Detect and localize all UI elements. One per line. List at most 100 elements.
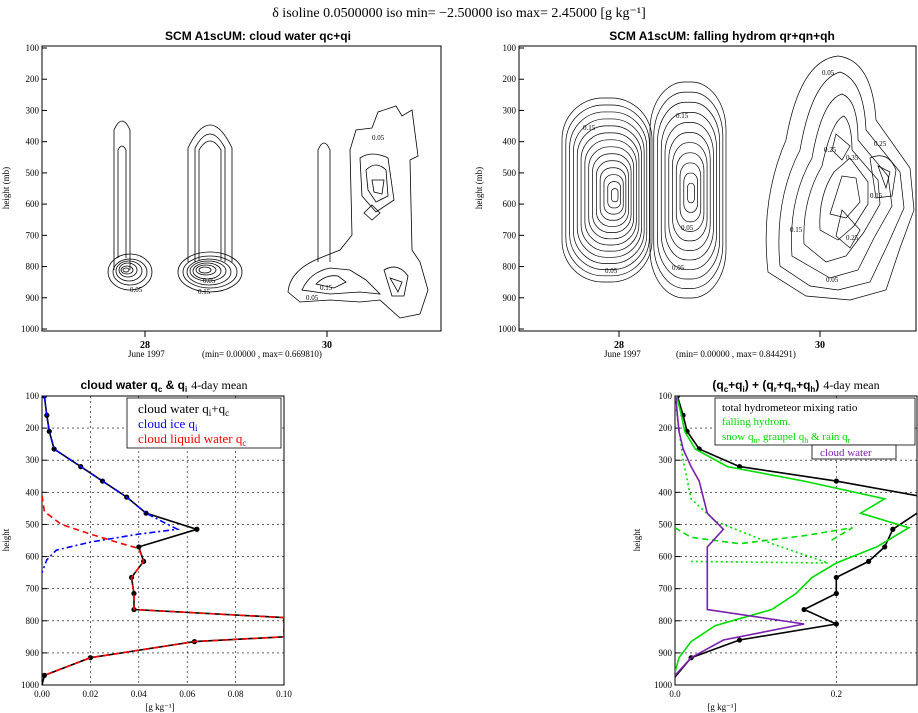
- ytick-label: 700: [503, 230, 517, 240]
- ytick-label: 100: [503, 43, 517, 53]
- data-point: [46, 428, 52, 434]
- panel2-xticks: 28 30 June 1997 (min= 0.00000 , max= 0.8…: [604, 331, 825, 359]
- panel2-xtick-28: 28: [614, 340, 624, 351]
- panel3-title: cloud water qc & qi 4-day mean: [80, 378, 247, 394]
- contour-label: 0.05: [203, 277, 216, 285]
- contour-line: [580, 132, 640, 252]
- series-line: [675, 396, 805, 676]
- ytick-label: 100: [26, 391, 40, 401]
- contour-label: 0.25: [846, 234, 859, 242]
- ytick-label: 400: [503, 137, 517, 147]
- xtick-label: 0.2: [831, 689, 842, 699]
- ytick-label: 500: [659, 519, 673, 529]
- contour-line: [603, 174, 624, 215]
- ytick-label: 700: [659, 584, 673, 594]
- ytick-label: 700: [26, 584, 40, 594]
- ytick-label: 600: [26, 552, 40, 562]
- panel2-frame: [518, 45, 917, 332]
- legend-falling: falling hydrom.: [722, 416, 791, 428]
- contour-line: [561, 97, 653, 283]
- contour-line: [657, 101, 721, 280]
- contour-line: [791, 93, 893, 279]
- contour-line: [668, 132, 711, 251]
- legend-snow: snow qn, graupel qh & rain qr: [722, 431, 851, 445]
- panel3-xlabel: [g kg⁻¹]: [145, 702, 174, 712]
- contour-line: [664, 122, 714, 261]
- data-point: [833, 590, 839, 597]
- contour-line: [672, 142, 708, 242]
- ytick-label: 300: [26, 105, 40, 115]
- panel2-xtick-30: 30: [815, 340, 825, 351]
- panel2-yticks: 100 200 300 400 500 600 700 800 900 1000: [498, 43, 524, 334]
- contour-line: [660, 112, 717, 270]
- contour-line: [869, 155, 897, 199]
- xtick-label: 0.02: [83, 689, 99, 699]
- ytick-label: 1000: [21, 324, 40, 334]
- contour-line: [592, 153, 632, 233]
- contour-line: [599, 167, 627, 221]
- data-point: [833, 574, 839, 581]
- panel2-range: (min= 0.00000 , max= 0.844291): [676, 349, 796, 359]
- ytick-label: 200: [659, 423, 673, 433]
- panel4-series: [675, 396, 917, 678]
- ytick-label: 900: [26, 293, 40, 303]
- ytick-label: 400: [26, 487, 40, 497]
- contour-line: [649, 81, 727, 299]
- contour-line: [831, 133, 851, 161]
- ytick-label: 600: [659, 552, 673, 562]
- data-point: [131, 590, 137, 597]
- contour-line: [765, 55, 915, 301]
- ytick-label: 400: [659, 487, 673, 497]
- contour-line: [573, 118, 645, 264]
- contour-line: [829, 175, 861, 219]
- ytick-label: 400: [26, 137, 40, 147]
- series-line: [42, 396, 181, 573]
- ytick-label: 1000: [21, 680, 40, 690]
- contour-line: [565, 104, 650, 277]
- series-line: [42, 495, 284, 677]
- contour-line: [683, 172, 698, 213]
- data-point: [136, 544, 142, 550]
- data-point: [42, 672, 48, 678]
- contour-label: 0.15: [583, 124, 596, 132]
- ytick-label: 500: [26, 519, 40, 529]
- xtick-label: 0.08: [228, 689, 244, 699]
- ytick-label: 300: [659, 455, 673, 465]
- contour-label: 0.25: [874, 140, 887, 148]
- panel1-contours: [107, 105, 429, 319]
- data-point: [51, 446, 57, 452]
- contour-label: 0.05: [372, 134, 385, 142]
- contour-line: [687, 182, 695, 204]
- panel2-contour-labels: 0.05 0.15 0.05 0.15 0.05 0.05 0.15 0.25 0.35 0.25…: [583, 69, 887, 284]
- contour-label: 0.05: [672, 264, 685, 272]
- legend-cloud-water-purple: cloud water: [820, 447, 872, 459]
- contour-line: [819, 157, 869, 241]
- contour-label: 0.25: [824, 146, 837, 154]
- contour-line: [835, 209, 861, 249]
- contour-label: 0.05: [826, 276, 839, 284]
- series-group: [42, 396, 284, 685]
- contour-line: [803, 115, 881, 263]
- contour-line: [611, 188, 619, 203]
- legend-cloud-water: cloud water qi+qc: [138, 401, 229, 418]
- ytick-label: 800: [659, 616, 673, 626]
- contour-line: [607, 181, 621, 209]
- panel4-ylabel: height: [632, 528, 642, 551]
- panel4-xlabel: [g kg⁻¹]: [707, 702, 736, 712]
- xtick-label: 0.00: [34, 689, 50, 699]
- series-line: [675, 399, 829, 564]
- contour-label: 0.05: [130, 286, 143, 294]
- contour-line: [595, 160, 629, 227]
- panel4-legend: total hydrometeor mixing ratio falling h…: [714, 397, 916, 460]
- ytick-label: 300: [26, 455, 40, 465]
- line-panel-cloud-water: cloud water qc & qi 4-day mean 100 200 300 4…: [1, 378, 292, 712]
- contour-label: 0.05: [681, 224, 694, 232]
- contour-label: 0.35: [846, 154, 859, 162]
- contour-label: 0.15: [870, 192, 883, 200]
- contour-label: 0.15: [790, 226, 803, 234]
- contour-line: [653, 91, 724, 289]
- xtick-label: 0.0: [669, 689, 681, 699]
- ytick-label: 500: [26, 168, 40, 178]
- data-point: [833, 621, 839, 627]
